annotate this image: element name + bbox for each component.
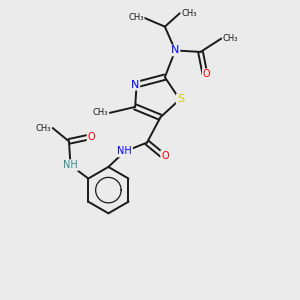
Text: O: O	[88, 132, 95, 142]
Text: N: N	[131, 80, 139, 90]
Text: CH₃: CH₃	[129, 13, 144, 22]
Text: CH₃: CH₃	[36, 124, 51, 133]
Text: N: N	[171, 45, 179, 56]
Text: O: O	[161, 151, 169, 161]
Text: NH: NH	[117, 146, 132, 157]
Text: S: S	[177, 94, 184, 104]
Text: NH: NH	[63, 160, 78, 170]
Text: O: O	[203, 69, 210, 79]
Text: CH₃: CH₃	[181, 9, 197, 18]
Text: CH₃: CH₃	[223, 34, 238, 43]
Text: CH₃: CH₃	[93, 108, 108, 117]
